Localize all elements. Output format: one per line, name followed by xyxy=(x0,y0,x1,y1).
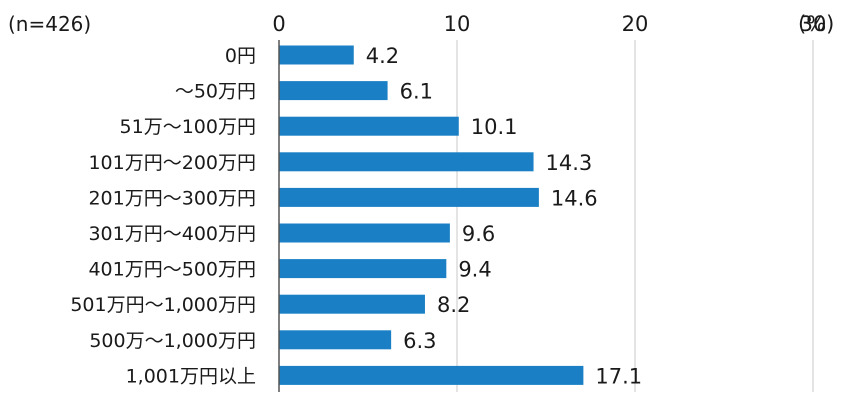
labels: (n=426) (%) 0 10 20 30 0円 4.2 〜50万円 6.1 51万〜100万… xyxy=(8,12,834,388)
bar-5 xyxy=(279,187,539,207)
category-label-4: 101万円〜200万円 xyxy=(88,152,256,174)
value-label-3: 10.1 xyxy=(471,115,518,139)
category-label-8: 501万円〜1,000万円 xyxy=(70,294,256,316)
bar-9 xyxy=(279,330,392,350)
unit-label: (%) xyxy=(798,12,834,36)
x-tick-label-0: 0 xyxy=(272,12,285,36)
bar-2 xyxy=(279,81,388,101)
category-label-6: 301万円〜400万円 xyxy=(88,223,256,245)
x-tick-label-30: 30 xyxy=(800,12,827,36)
category-label-10: 1,001万円以上 xyxy=(126,365,256,387)
bar-1 xyxy=(279,45,354,65)
category-label-2: 〜50万円 xyxy=(175,81,256,103)
category-label-5: 201万円〜300万円 xyxy=(88,187,256,209)
value-label-7: 9.4 xyxy=(458,258,491,282)
value-label-6: 9.6 xyxy=(462,222,495,246)
bar-6 xyxy=(279,223,450,243)
category-label-9: 500万〜1,000万円 xyxy=(89,330,256,352)
bar-10 xyxy=(279,365,584,385)
sample-size-note: (n=426) xyxy=(8,12,91,36)
bar-4 xyxy=(279,152,534,172)
gridlines xyxy=(456,40,814,392)
value-label-5: 14.6 xyxy=(551,186,598,210)
value-label-9: 6.3 xyxy=(403,329,436,353)
value-label-10: 17.1 xyxy=(595,364,642,388)
bars xyxy=(279,45,584,385)
category-label-3: 51万〜100万円 xyxy=(120,116,256,138)
x-tick-label-20: 20 xyxy=(622,12,649,36)
bar-7 xyxy=(279,259,447,279)
category-label-1: 0円 xyxy=(225,45,256,67)
category-label-7: 401万円〜500万円 xyxy=(88,259,256,281)
x-tick-label-10: 10 xyxy=(444,12,471,36)
bar-8 xyxy=(279,294,425,314)
value-label-8: 8.2 xyxy=(437,293,470,317)
value-label-1: 4.2 xyxy=(366,44,399,68)
value-label-2: 6.1 xyxy=(400,80,433,104)
value-label-4: 14.3 xyxy=(546,151,593,175)
bar-3 xyxy=(279,116,459,136)
